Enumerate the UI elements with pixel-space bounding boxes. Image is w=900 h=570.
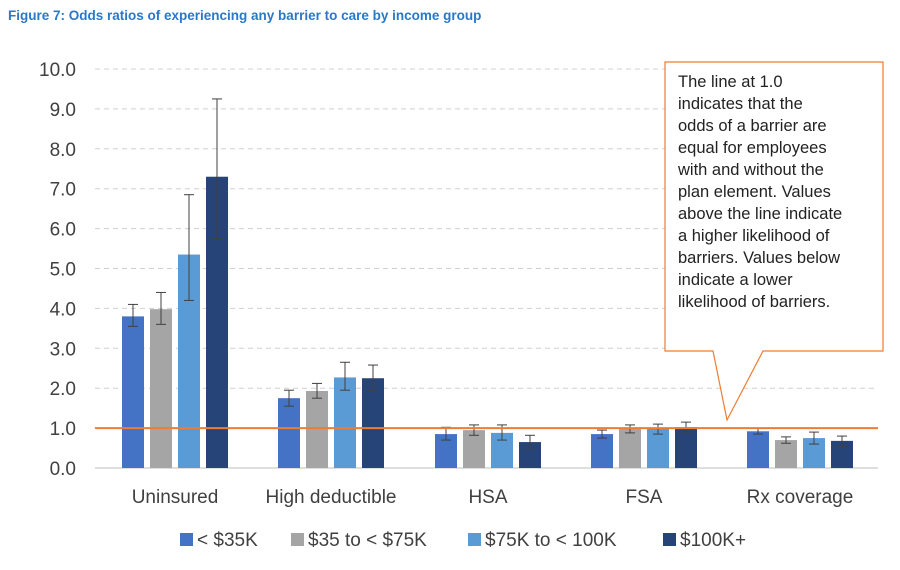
x-category-label: FSA bbox=[626, 487, 663, 508]
bar-hsa-75k-to-100k bbox=[491, 432, 513, 468]
callout-text-line: with and without the bbox=[677, 161, 824, 179]
bar-rx-coverage-75k-to-100k bbox=[803, 438, 825, 468]
y-tick-label: 7.0 bbox=[50, 180, 76, 201]
bar-uninsured-35-to-75k bbox=[150, 309, 172, 468]
x-category-label: Uninsured bbox=[132, 487, 219, 508]
legend-item-75k-to-100k: $75K to < 100K bbox=[468, 530, 617, 551]
callout-text-line: equal for employees bbox=[678, 139, 827, 157]
bar-rx-coverage-35k bbox=[747, 431, 769, 468]
legend-swatch bbox=[180, 533, 193, 546]
y-tick-label: 10.0 bbox=[39, 60, 76, 81]
callout-text-line: above the line indicate bbox=[678, 205, 842, 223]
y-tick-label: 3.0 bbox=[50, 339, 76, 360]
bar-fsa-100k bbox=[675, 427, 697, 468]
error-bar-uninsured-35-to-75k bbox=[156, 291, 166, 325]
error-bar-hsa-100k bbox=[525, 434, 535, 449]
error-bar-uninsured-100k bbox=[212, 98, 222, 240]
x-category-label: HSA bbox=[468, 487, 507, 508]
error-bar-hsa-35-to-75k bbox=[469, 424, 479, 436]
bar-high-deductible-35-to-75k bbox=[306, 390, 328, 468]
bar-hsa-100k bbox=[519, 442, 541, 468]
legend-item-35-to-75k: $35 to < $75K bbox=[291, 530, 427, 551]
figure-title: Figure 7: Odds ratios of experiencing an… bbox=[8, 8, 482, 23]
legend-label: $75K to < 100K bbox=[485, 530, 617, 551]
error-bar-rx-coverage-75k-to-100k bbox=[809, 431, 819, 445]
y-tick-label: 5.0 bbox=[50, 260, 76, 281]
bar-rx-coverage-35-to-75k bbox=[775, 440, 797, 468]
legend-label: $100K+ bbox=[680, 530, 746, 551]
callout-text-line: a higher likelihood of bbox=[678, 227, 830, 245]
bar-hsa-35k bbox=[435, 434, 457, 468]
x-category-label: High deductible bbox=[266, 487, 397, 508]
callout-text-line: indicate a lower bbox=[678, 271, 793, 289]
bar-fsa-35-to-75k bbox=[619, 428, 641, 468]
bar-high-deductible-35k bbox=[278, 398, 300, 468]
y-tick-label: 8.0 bbox=[50, 140, 76, 161]
legend-label: < $35K bbox=[197, 530, 258, 551]
error-bar-high-deductible-35-to-75k bbox=[312, 382, 322, 399]
bar-high-deductible-100k bbox=[362, 378, 384, 468]
legend-swatch bbox=[291, 533, 304, 546]
y-axis-ticks: 0.0 1.0 2.0 3.0 4.0 5.0 6.0 7.0 8.0 9.0 10.0 bbox=[39, 60, 76, 480]
bar-fsa-75k-to-100k bbox=[647, 428, 669, 468]
bar-fsa-35k bbox=[591, 434, 613, 468]
callout-text-line: indicates that the bbox=[678, 95, 803, 113]
callout-text-line: odds of a barrier are bbox=[678, 117, 827, 135]
error-bar-fsa-35k bbox=[597, 429, 607, 439]
bar-rx-coverage-100k bbox=[831, 440, 853, 468]
x-axis-categories: Uninsured High deductible HSA FSA Rx coverag… bbox=[132, 487, 854, 508]
legend: < $35K $35 to < $75K $75K to < 100K $100K+ bbox=[180, 530, 746, 551]
bars bbox=[122, 176, 853, 469]
y-tick-label: 9.0 bbox=[50, 100, 76, 121]
y-tick-label: 4.0 bbox=[50, 299, 76, 320]
legend-item-100k: $100K+ bbox=[663, 530, 746, 551]
callout-text-line: barriers. Values below bbox=[678, 249, 840, 267]
bar-hsa-35-to-75k bbox=[463, 430, 485, 468]
bar-high-deductible-75k-to-100k bbox=[334, 377, 356, 468]
bar-uninsured-75k-to-100k bbox=[178, 254, 200, 468]
y-tick-label: 2.0 bbox=[50, 379, 76, 400]
error-bar-high-deductible-100k bbox=[368, 364, 378, 391]
callout-box bbox=[664, 61, 884, 422]
y-tick-label: 1.0 bbox=[50, 419, 76, 440]
legend-label: $35 to < $75K bbox=[308, 530, 427, 551]
legend-item-35k: < $35K bbox=[180, 530, 258, 551]
error-bar-high-deductible-35k bbox=[284, 389, 294, 407]
error-bar-uninsured-35k bbox=[128, 303, 138, 327]
callout-text-line: likelihood of barriers. bbox=[678, 293, 830, 311]
y-tick-label: 6.0 bbox=[50, 220, 76, 241]
error-bar-uninsured-75k-to-100k bbox=[184, 194, 194, 301]
error-bar-rx-coverage-35-to-75k bbox=[781, 436, 791, 444]
error-bar-high-deductible-75k-to-100k bbox=[340, 361, 350, 391]
bar-uninsured-100k bbox=[206, 176, 228, 469]
x-category-label: Rx coverage bbox=[747, 487, 854, 508]
callout-text-line: The line at 1.0 bbox=[678, 73, 783, 91]
annotation-callout: The line at 1.0 indicates that the odds of… bbox=[664, 61, 884, 422]
legend-swatch bbox=[468, 533, 481, 546]
legend-swatch bbox=[663, 533, 676, 546]
y-tick-label: 0.0 bbox=[50, 459, 76, 480]
error-bar-rx-coverage-100k bbox=[837, 435, 847, 447]
bar-uninsured-35k bbox=[122, 316, 144, 468]
callout-text-line: plan element. Values bbox=[678, 183, 831, 201]
